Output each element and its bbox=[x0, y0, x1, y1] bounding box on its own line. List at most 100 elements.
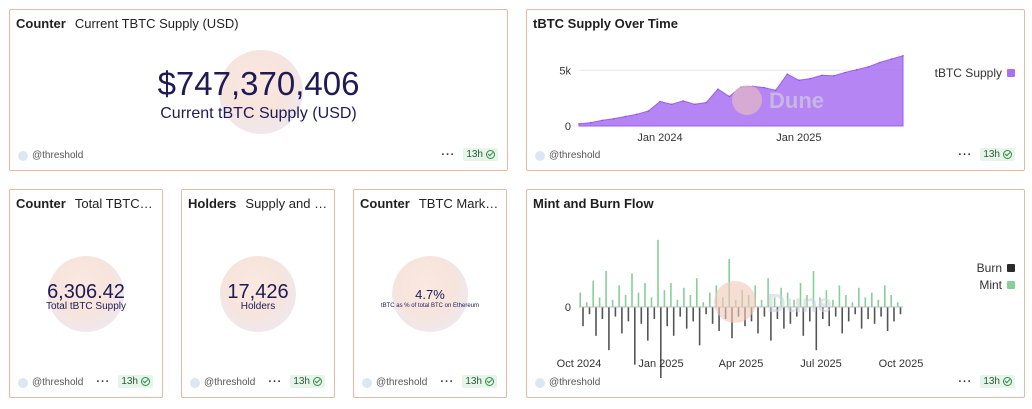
mint-bar bbox=[845, 295, 847, 307]
more-menu-icon[interactable]: ··· bbox=[958, 148, 973, 161]
author-link[interactable]: @threshold bbox=[535, 150, 600, 161]
author-link[interactable]: @threshold bbox=[190, 377, 255, 388]
burn-bar bbox=[828, 307, 830, 327]
author-link[interactable]: @threshold bbox=[362, 377, 427, 388]
panel-title[interactable]: Total TBTC Su... bbox=[74, 196, 156, 211]
burn-bar bbox=[621, 307, 623, 334]
freshness-age: 13h bbox=[983, 149, 1000, 160]
burn-bar bbox=[582, 307, 584, 327]
data-point bbox=[717, 88, 719, 90]
freshness-age: 13h bbox=[465, 376, 482, 387]
data-point bbox=[798, 79, 800, 82]
panel-footer: @threshold ··· 13h bbox=[535, 148, 1015, 164]
check-circle-icon bbox=[1003, 377, 1012, 386]
panel-title[interactable]: TBTC Market ... bbox=[418, 196, 500, 211]
burn-bar bbox=[893, 307, 895, 322]
avatar bbox=[535, 150, 545, 161]
mint-bar bbox=[689, 295, 692, 307]
burn-bar bbox=[640, 307, 643, 324]
legend-swatch bbox=[1007, 69, 1015, 77]
data-point bbox=[578, 123, 580, 125]
counter-value: 17,426 bbox=[227, 281, 289, 303]
chart-legend-mint: Mint bbox=[979, 278, 1015, 292]
data-point bbox=[705, 101, 708, 104]
mint-bar bbox=[819, 297, 821, 307]
more-menu-icon[interactable]: ··· bbox=[268, 375, 283, 388]
mint-bar bbox=[579, 292, 581, 307]
freshness-badge[interactable]: 13h bbox=[118, 375, 153, 388]
author-link[interactable]: @threshold bbox=[18, 377, 83, 388]
burn-bar bbox=[899, 307, 902, 315]
mint-bar bbox=[592, 280, 594, 307]
counter-label: Holders bbox=[240, 301, 276, 312]
data-point bbox=[809, 77, 812, 80]
freshness-age: 13h bbox=[293, 376, 310, 387]
panel-footer: @threshold ··· 13h bbox=[362, 375, 497, 391]
panel-kind: Counter bbox=[16, 196, 66, 211]
mint-bar bbox=[896, 302, 899, 307]
y-tick-label: 5k bbox=[559, 65, 571, 77]
check-circle-icon bbox=[485, 377, 494, 386]
panel-title[interactable]: Mint and Burn Flow bbox=[533, 196, 654, 211]
freshness-badge[interactable]: 13h bbox=[463, 148, 498, 161]
more-menu-icon[interactable]: ··· bbox=[96, 375, 111, 388]
mint-bar bbox=[877, 299, 880, 307]
freshness-badge[interactable]: 13h bbox=[462, 375, 497, 388]
burn-bar bbox=[595, 307, 597, 336]
mint-bar bbox=[884, 285, 886, 307]
burn-bar bbox=[802, 307, 805, 336]
watermark: Dune bbox=[769, 88, 824, 113]
chart-legend: tBTC Supply bbox=[935, 66, 1015, 80]
x-tick-label: Jan 2025 bbox=[776, 132, 821, 144]
data-point bbox=[902, 55, 904, 57]
mint-bar bbox=[851, 302, 854, 307]
mint-bar bbox=[696, 278, 698, 307]
panel-header: Counter Current TBTC Supply (USD) bbox=[16, 16, 501, 34]
freshness-age: 13h bbox=[121, 376, 138, 387]
chart-legend-burn: Burn bbox=[977, 261, 1015, 275]
data-point bbox=[612, 118, 615, 120]
mint-bar bbox=[611, 299, 614, 307]
avatar bbox=[535, 377, 545, 388]
burn-bar bbox=[647, 307, 649, 341]
avatar bbox=[190, 377, 200, 388]
panel-footer: @threshold ··· 13h bbox=[535, 375, 1015, 391]
more-menu-icon[interactable]: ··· bbox=[440, 375, 455, 388]
burn-bar bbox=[692, 307, 694, 322]
author-link[interactable]: @threshold bbox=[18, 150, 83, 161]
burn-bar bbox=[867, 307, 869, 319]
data-point bbox=[601, 119, 603, 122]
burn-bar bbox=[847, 307, 850, 322]
x-tick-label: Jul 2025 bbox=[800, 358, 842, 370]
mint-bar bbox=[683, 287, 685, 307]
data-point bbox=[867, 66, 870, 68]
burn-bar bbox=[783, 307, 785, 329]
counter-label: Current tBTC Supply (USD) bbox=[160, 105, 357, 122]
burn-bar bbox=[860, 307, 863, 329]
data-point bbox=[855, 68, 858, 71]
burn-bar bbox=[763, 307, 766, 317]
burn-bar bbox=[822, 307, 824, 319]
freshness-badge[interactable]: 13h bbox=[980, 375, 1015, 388]
panel-footer: @threshold ··· 13h bbox=[18, 375, 153, 391]
mint-bar bbox=[786, 292, 789, 307]
panel-header: Holders Supply and Ho... bbox=[188, 196, 328, 214]
freshness-badge[interactable]: 13h bbox=[980, 148, 1015, 161]
panel-title[interactable]: Supply and Ho... bbox=[245, 196, 328, 211]
mint-burn-panel: Mint and Burn Flow Dune 0 Oct 2024 Jan 202… bbox=[526, 189, 1025, 398]
counter-halo bbox=[219, 50, 303, 134]
data-point bbox=[589, 121, 592, 124]
avatar bbox=[18, 377, 28, 388]
data-point bbox=[890, 58, 893, 60]
data-point bbox=[832, 75, 835, 77]
more-menu-icon[interactable]: ··· bbox=[958, 375, 973, 388]
panel-title[interactable]: tBTC Supply Over Time bbox=[533, 16, 678, 31]
watermark: Dune bbox=[767, 288, 832, 318]
mint-bar bbox=[864, 297, 867, 307]
burn-bar bbox=[588, 307, 591, 315]
freshness-badge[interactable]: 13h bbox=[290, 375, 325, 388]
x-tick-label: Jan 2025 bbox=[638, 358, 683, 370]
more-menu-icon[interactable]: ··· bbox=[441, 148, 456, 161]
author-link[interactable]: @threshold bbox=[535, 377, 600, 388]
panel-title[interactable]: Current TBTC Supply (USD) bbox=[74, 16, 239, 31]
